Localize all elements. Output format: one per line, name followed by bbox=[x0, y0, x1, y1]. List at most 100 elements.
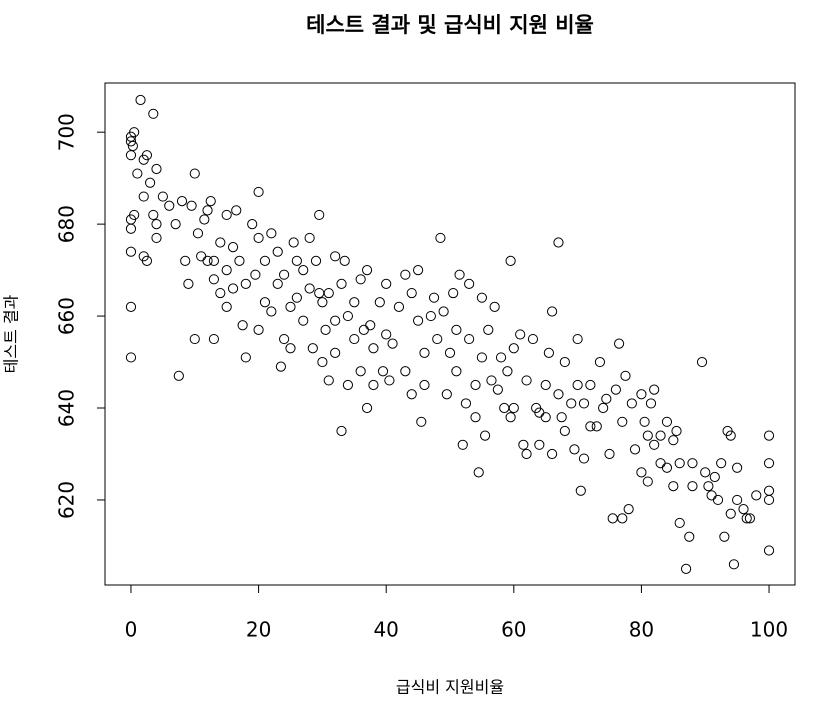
point bbox=[546, 448, 558, 460]
point bbox=[674, 458, 685, 469]
point bbox=[221, 301, 232, 312]
point bbox=[250, 269, 261, 280]
point bbox=[310, 255, 322, 267]
point bbox=[744, 513, 755, 524]
point bbox=[330, 347, 341, 358]
point bbox=[400, 366, 411, 377]
point bbox=[368, 343, 379, 354]
point bbox=[464, 333, 475, 345]
point bbox=[285, 301, 296, 312]
point bbox=[202, 255, 213, 267]
point bbox=[253, 324, 264, 335]
point bbox=[578, 398, 590, 409]
point bbox=[272, 246, 283, 257]
point bbox=[361, 402, 373, 414]
point bbox=[505, 412, 516, 423]
point bbox=[505, 255, 516, 267]
point bbox=[451, 366, 462, 377]
point bbox=[486, 375, 497, 386]
point bbox=[508, 343, 519, 354]
point bbox=[368, 379, 379, 391]
point bbox=[253, 232, 264, 244]
y-tick-label: 700 bbox=[55, 113, 79, 151]
point bbox=[285, 343, 296, 354]
x-tick-label: 0 bbox=[125, 618, 138, 642]
point bbox=[227, 283, 239, 294]
point bbox=[425, 310, 436, 322]
x-tick-label: 80 bbox=[629, 618, 654, 642]
point bbox=[416, 416, 427, 427]
point bbox=[687, 481, 698, 492]
point bbox=[148, 108, 159, 119]
point bbox=[645, 398, 657, 409]
point bbox=[221, 209, 232, 221]
point bbox=[649, 384, 660, 395]
chart-title: 테스트 결과 및 급식비 지원 비율 bbox=[306, 13, 594, 37]
point bbox=[515, 329, 526, 340]
point bbox=[483, 324, 494, 335]
point bbox=[317, 356, 328, 368]
point bbox=[489, 301, 500, 312]
point bbox=[499, 402, 510, 414]
point bbox=[125, 301, 137, 312]
point bbox=[636, 389, 647, 400]
point bbox=[387, 338, 398, 349]
point bbox=[473, 467, 484, 478]
y-tick-label: 640 bbox=[55, 389, 79, 427]
point bbox=[186, 200, 197, 211]
point bbox=[636, 467, 647, 478]
point bbox=[266, 306, 277, 317]
point bbox=[151, 219, 162, 230]
point bbox=[208, 255, 220, 267]
point bbox=[668, 481, 679, 492]
point bbox=[183, 278, 194, 289]
point bbox=[259, 255, 271, 267]
point bbox=[642, 476, 653, 487]
point bbox=[393, 301, 405, 312]
point bbox=[125, 246, 137, 257]
point bbox=[272, 278, 283, 289]
point bbox=[540, 379, 551, 391]
point bbox=[479, 430, 491, 441]
point bbox=[412, 265, 424, 276]
point bbox=[240, 278, 251, 289]
point bbox=[668, 435, 679, 446]
point bbox=[234, 255, 245, 267]
point bbox=[687, 458, 698, 469]
point bbox=[448, 287, 459, 299]
point bbox=[716, 458, 727, 469]
point bbox=[135, 94, 146, 106]
point bbox=[598, 402, 609, 414]
point bbox=[336, 425, 347, 437]
point bbox=[240, 352, 251, 363]
point bbox=[527, 333, 539, 345]
point bbox=[680, 563, 692, 575]
point bbox=[358, 324, 369, 335]
point bbox=[196, 251, 207, 262]
point bbox=[725, 430, 736, 441]
point bbox=[355, 366, 366, 377]
point bbox=[189, 168, 200, 179]
point bbox=[534, 439, 545, 450]
point bbox=[428, 292, 440, 303]
point bbox=[495, 352, 507, 363]
point bbox=[543, 347, 554, 358]
point bbox=[617, 513, 628, 524]
point bbox=[591, 421, 602, 432]
point bbox=[129, 209, 140, 221]
point bbox=[674, 517, 685, 529]
point bbox=[763, 458, 775, 469]
point bbox=[361, 265, 373, 276]
point bbox=[438, 306, 449, 317]
point bbox=[227, 242, 239, 253]
point bbox=[176, 196, 188, 207]
point bbox=[205, 196, 216, 207]
point bbox=[374, 297, 385, 308]
point bbox=[141, 150, 153, 161]
point bbox=[559, 425, 570, 437]
point bbox=[151, 163, 162, 175]
point bbox=[454, 269, 465, 280]
point bbox=[546, 306, 558, 317]
y-tick-label: 660 bbox=[55, 297, 79, 335]
